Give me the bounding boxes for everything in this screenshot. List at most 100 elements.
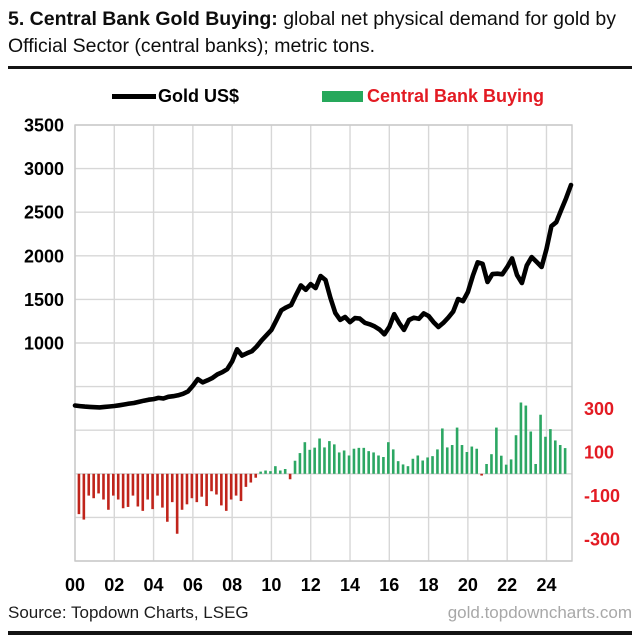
bar xyxy=(554,440,557,474)
svg-text:04: 04 xyxy=(144,575,164,595)
bar xyxy=(278,470,282,474)
svg-text:22: 22 xyxy=(497,575,517,595)
bar xyxy=(333,444,336,474)
svg-text:20: 20 xyxy=(458,575,478,595)
bar xyxy=(102,473,105,500)
bar xyxy=(431,456,434,474)
bar xyxy=(161,473,164,508)
left-axis-labels: 3500 3000 2500 2000 1500 1000 xyxy=(24,116,64,354)
bar xyxy=(116,473,120,500)
bar xyxy=(126,473,130,507)
footer: Source: Topdown Charts, LSEG gold.topdow… xyxy=(0,603,639,627)
bar xyxy=(303,442,307,474)
svg-text:24: 24 xyxy=(536,575,556,595)
bar xyxy=(475,448,479,474)
bar xyxy=(92,473,95,499)
bar xyxy=(166,473,169,522)
svg-text:02: 02 xyxy=(104,575,124,595)
svg-text:08: 08 xyxy=(222,575,242,595)
bar xyxy=(298,453,302,474)
right-axis-labels: 300 100 -100 -300 xyxy=(584,399,620,550)
bar xyxy=(499,455,503,474)
svg-text:300: 300 xyxy=(584,399,614,419)
bar xyxy=(504,464,508,474)
legend-item-gold-line: Gold US$ xyxy=(112,86,239,107)
svg-text:2500: 2500 xyxy=(24,203,64,223)
bar xyxy=(170,473,174,503)
bar xyxy=(146,473,149,500)
bar xyxy=(313,447,316,474)
bar xyxy=(465,452,469,474)
bar xyxy=(519,402,523,474)
bar xyxy=(180,473,184,510)
bar xyxy=(495,427,498,474)
bar xyxy=(224,473,228,511)
bar xyxy=(269,471,272,474)
bar xyxy=(112,473,115,496)
bar xyxy=(121,473,125,509)
bar xyxy=(195,473,199,503)
chart-title-bold: 5. Central Bank Gold Buying: xyxy=(8,8,278,30)
svg-text:2000: 2000 xyxy=(24,246,64,266)
bar xyxy=(352,448,356,474)
bar xyxy=(406,466,410,474)
bar xyxy=(131,473,135,496)
svg-text:18: 18 xyxy=(419,575,439,595)
bar xyxy=(347,455,351,474)
svg-text:14: 14 xyxy=(340,575,360,595)
bar xyxy=(387,442,390,474)
bar xyxy=(357,447,361,474)
bar xyxy=(82,473,86,520)
bar xyxy=(563,448,567,474)
site-link[interactable]: gold.topdowncharts.com xyxy=(447,603,632,622)
bar xyxy=(490,454,493,474)
bar xyxy=(445,447,449,474)
bar xyxy=(426,457,429,474)
bar xyxy=(77,473,81,515)
svg-text:16: 16 xyxy=(379,575,399,595)
plot-border xyxy=(74,124,573,562)
bar xyxy=(367,451,370,474)
bar xyxy=(254,473,258,478)
bar xyxy=(377,455,380,474)
bar xyxy=(328,441,331,474)
svg-text:-100: -100 xyxy=(584,486,620,506)
bar xyxy=(337,452,341,474)
bar xyxy=(107,473,110,510)
bar xyxy=(141,473,145,511)
bar xyxy=(514,435,518,474)
bar xyxy=(391,449,395,474)
svg-text:10: 10 xyxy=(261,575,281,595)
bar xyxy=(436,449,439,474)
bar xyxy=(274,466,277,474)
bar xyxy=(87,473,91,496)
svg-text:1500: 1500 xyxy=(24,290,64,310)
bar xyxy=(229,473,233,500)
bar xyxy=(151,473,154,510)
legend-label-central-bank: Central Bank Buying xyxy=(367,86,545,106)
bar xyxy=(470,446,474,474)
bar xyxy=(210,473,213,492)
legend-label-gold: Gold US$ xyxy=(158,86,240,106)
bar xyxy=(480,473,483,476)
bar xyxy=(220,473,223,506)
svg-text:06: 06 xyxy=(183,575,203,595)
bar xyxy=(534,463,537,474)
bar xyxy=(558,445,562,474)
legend: Gold US$ Central Bank Buying xyxy=(0,86,639,112)
bar xyxy=(259,471,262,474)
bar xyxy=(205,473,208,507)
bar xyxy=(185,473,189,505)
bar xyxy=(239,473,243,502)
chart-title: 5. Central Bank Gold Buying: global net … xyxy=(8,6,634,60)
bar xyxy=(455,427,459,474)
title-divider xyxy=(8,66,632,69)
bar xyxy=(264,470,267,474)
bar xyxy=(509,459,513,474)
bar xyxy=(382,457,385,474)
bar xyxy=(524,405,528,474)
svg-text:3000: 3000 xyxy=(24,159,64,179)
bar xyxy=(485,463,488,474)
bar xyxy=(401,464,405,474)
